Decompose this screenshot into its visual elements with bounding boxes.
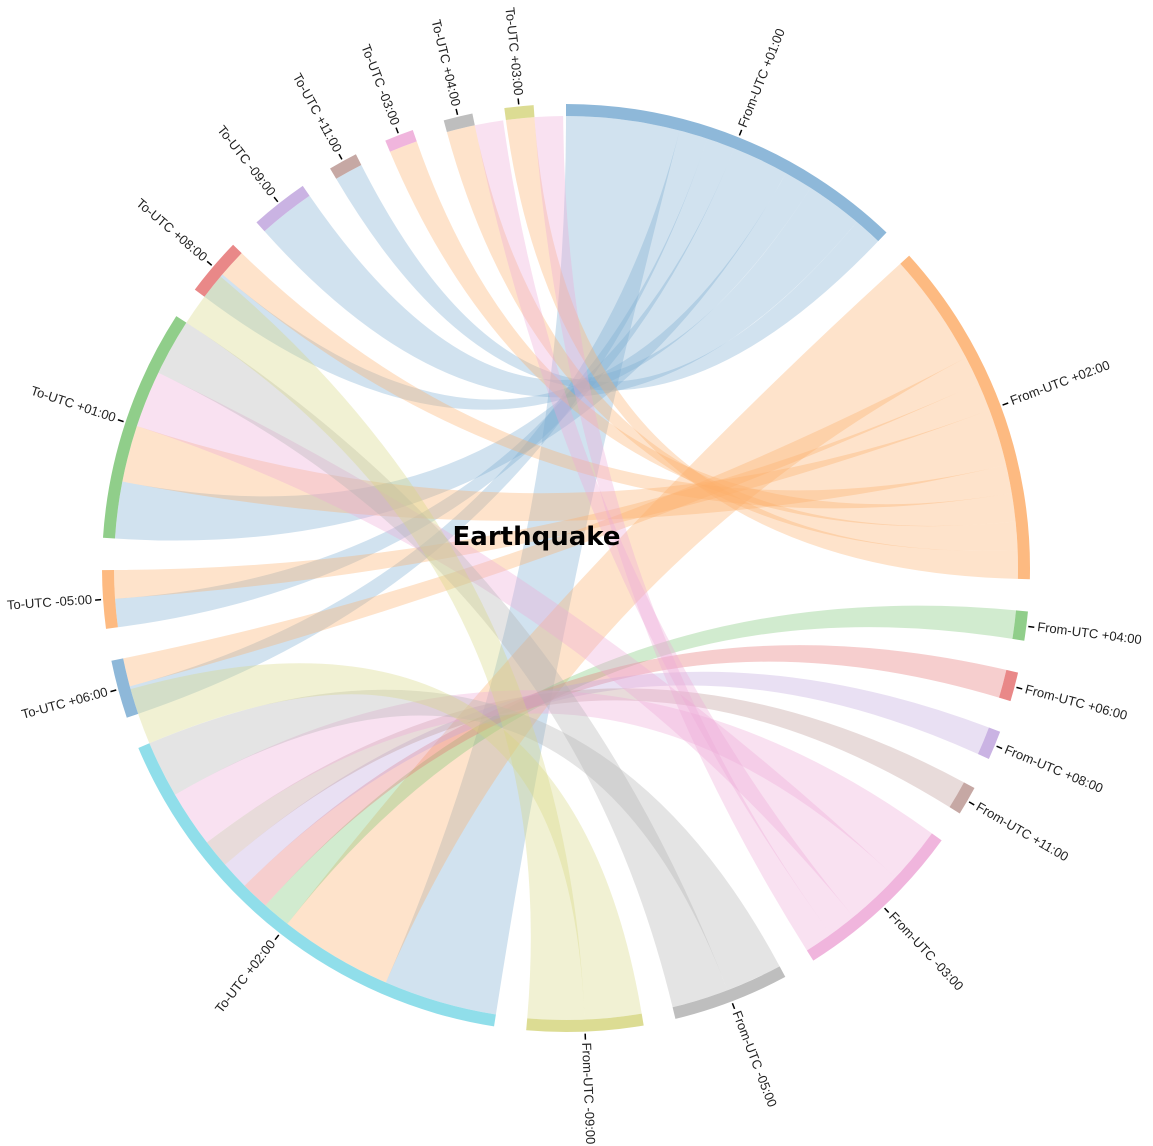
ribbon-from-utc-02-00-to-to-utc-03-00[interactable] (389, 141, 1016, 527)
ribbon-from-utc-02-00-to-to-utc-06-00[interactable] (123, 357, 979, 687)
group-tick-from-utc-02-00 (1002, 402, 1009, 406)
group-arc-to-utc-09-00[interactable] (256, 185, 310, 232)
group-label-to-utc-01-00: To-UTC +01:00 (29, 383, 118, 425)
group-tick-to-utc-02-00 (274, 934, 280, 941)
ribbon-from-utc-09-00-to-to-utc-02-00[interactable] (130, 663, 642, 1020)
group-label-from-utc-05-00: From-UTC -05:00 (730, 1009, 780, 1109)
group-label-to-utc-02-00: To-UTC +02:00 (212, 937, 278, 1016)
group-tick-from-utc-11-00 (968, 801, 975, 806)
group-arc-to-utc-03-00[interactable] (504, 105, 535, 121)
ribbon-from-utc-03-00-to-to-utc-03-00[interactable] (534, 116, 831, 951)
group-label-to-utc-09-00: To-UTC -09:00 (214, 122, 279, 198)
group-label-to-utc-05-00: To-UTC -05:00 (6, 592, 92, 613)
ribbon-from-utc-02-00-to-to-utc-02-00[interactable] (287, 263, 967, 983)
ribbon-from-utc-02-00-to-to-utc-05-00[interactable] (114, 383, 990, 599)
ribbon-from-utc-05-00-to-to-utc-01-00[interactable] (158, 322, 728, 1008)
group-tick-to-utc-08-00 (206, 260, 213, 266)
group-label-from-utc-04-00: From-UTC +04:00 (1036, 619, 1142, 647)
group-tick-to-utc-06-00 (110, 689, 117, 693)
ribbon-from-utc-02-00-to-to-utc-08-00[interactable] (222, 253, 1012, 509)
group-label-from-utc-01-00: From-UTC +01:00 (735, 26, 788, 129)
group-label-to-utc-11-00: To-UTC +11:00 (290, 71, 345, 155)
group-label-from-utc-08-00: From-UTC +08:00 (1002, 742, 1105, 796)
group-tick-to-utc-09-00 (273, 196, 279, 203)
group-label-to-utc-03-00: To-UTC -03:00 (358, 42, 403, 127)
ribbon-from-utc-05-00-to-to-utc-02-00[interactable] (149, 689, 780, 991)
group-arc-from-utc-03-00[interactable] (806, 833, 942, 961)
group-label-to-utc-04-00: To-UTC +04:00 (429, 18, 464, 108)
group-tick-to-utc-01-00 (117, 419, 124, 423)
ribbon-from-utc-03-00-to-to-utc-01-00[interactable] (136, 372, 896, 917)
group-tick-from-utc-08-00 (996, 745, 1003, 750)
group-tick-from-utc-04-00 (1028, 625, 1035, 628)
group-arc-from-utc-09-00[interactable] (526, 1013, 644, 1032)
group-arc-to-utc-03-00[interactable] (385, 130, 417, 152)
group-label-to-utc-06-00: To-UTC +06:00 (20, 684, 109, 722)
group-arcs-layer (102, 104, 1030, 1032)
ribbon-from-utc-01-00-to-to-utc-01-00[interactable] (114, 148, 787, 541)
ribbon-from-utc-01-00-to-to-utc-09-00[interactable] (264, 187, 857, 398)
ribbon-from-utc-03-00-to-to-utc-04-00[interactable] (474, 120, 854, 935)
group-arc-from-utc-11-00[interactable] (949, 782, 975, 814)
group-label-to-utc-08-00: To-UTC +08:00 (133, 195, 210, 264)
group-arc-to-utc-04-00[interactable] (443, 113, 475, 132)
group-label-from-utc-11-00: From-UTC +11:00 (974, 799, 1072, 864)
group-tick-to-utc-03-00 (517, 98, 520, 105)
group-arc-to-utc-06-00[interactable] (111, 658, 139, 718)
group-arc-to-utc-05-00[interactable] (102, 570, 118, 629)
ribbon-from-utc-09-00-to-to-utc-01-00[interactable] (186, 276, 585, 1020)
ribbon-from-utc-01-00-to-to-utc-08-00[interactable] (204, 173, 811, 410)
group-tick-to-utc-04-00 (455, 108, 459, 115)
group-label-from-utc-06-00: From-UTC +06:00 (1023, 681, 1128, 722)
ribbon-from-utc-06-00-to-to-utc-02-00[interactable] (244, 645, 1007, 906)
group-arc-from-utc-06-00[interactable] (999, 669, 1019, 702)
group-tick-from-utc-03-00 (884, 907, 890, 913)
ribbon-from-utc-01-00-to-to-utc-02-00[interactable] (385, 116, 680, 1015)
group-tick-to-utc-11-00 (338, 153, 343, 160)
group-tick-from-utc-05-00 (731, 1003, 736, 1010)
ribbon-from-utc-01-00-to-to-utc-11-00[interactable] (336, 164, 879, 391)
group-label-from-utc-02-00: From-UTC +02:00 (1008, 357, 1112, 408)
group-arc-to-utc-11-00[interactable] (330, 154, 362, 179)
ribbons-layer (114, 116, 1019, 1020)
group-label-to-utc-03-00: To-UTC +03:00 (502, 7, 526, 97)
group-tick-to-utc-03-00 (395, 127, 399, 134)
group-label-from-utc-09-00: From-UTC -09:00 (579, 1042, 598, 1144)
group-label-from-utc-03-00: From-UTC -03:00 (886, 909, 967, 994)
group-arc-from-utc-04-00[interactable] (1012, 610, 1028, 641)
chart-title: Earthquake (452, 522, 621, 552)
group-arc-to-utc-08-00[interactable] (194, 244, 242, 297)
ribbon-from-utc-03-00-to-to-utc-02-00[interactable] (174, 690, 932, 878)
group-tick-from-utc-01-00 (738, 129, 743, 136)
group-arc-from-utc-05-00[interactable] (672, 966, 786, 1019)
group-arc-from-utc-08-00[interactable] (977, 727, 1001, 759)
group-arc-from-utc-02-00[interactable] (900, 255, 1030, 580)
group-tick-from-utc-06-00 (1016, 686, 1023, 690)
group-arc-to-utc-01-00[interactable] (102, 316, 187, 539)
ribbon-from-utc-02-00-to-to-utc-01-00[interactable] (122, 409, 1007, 521)
